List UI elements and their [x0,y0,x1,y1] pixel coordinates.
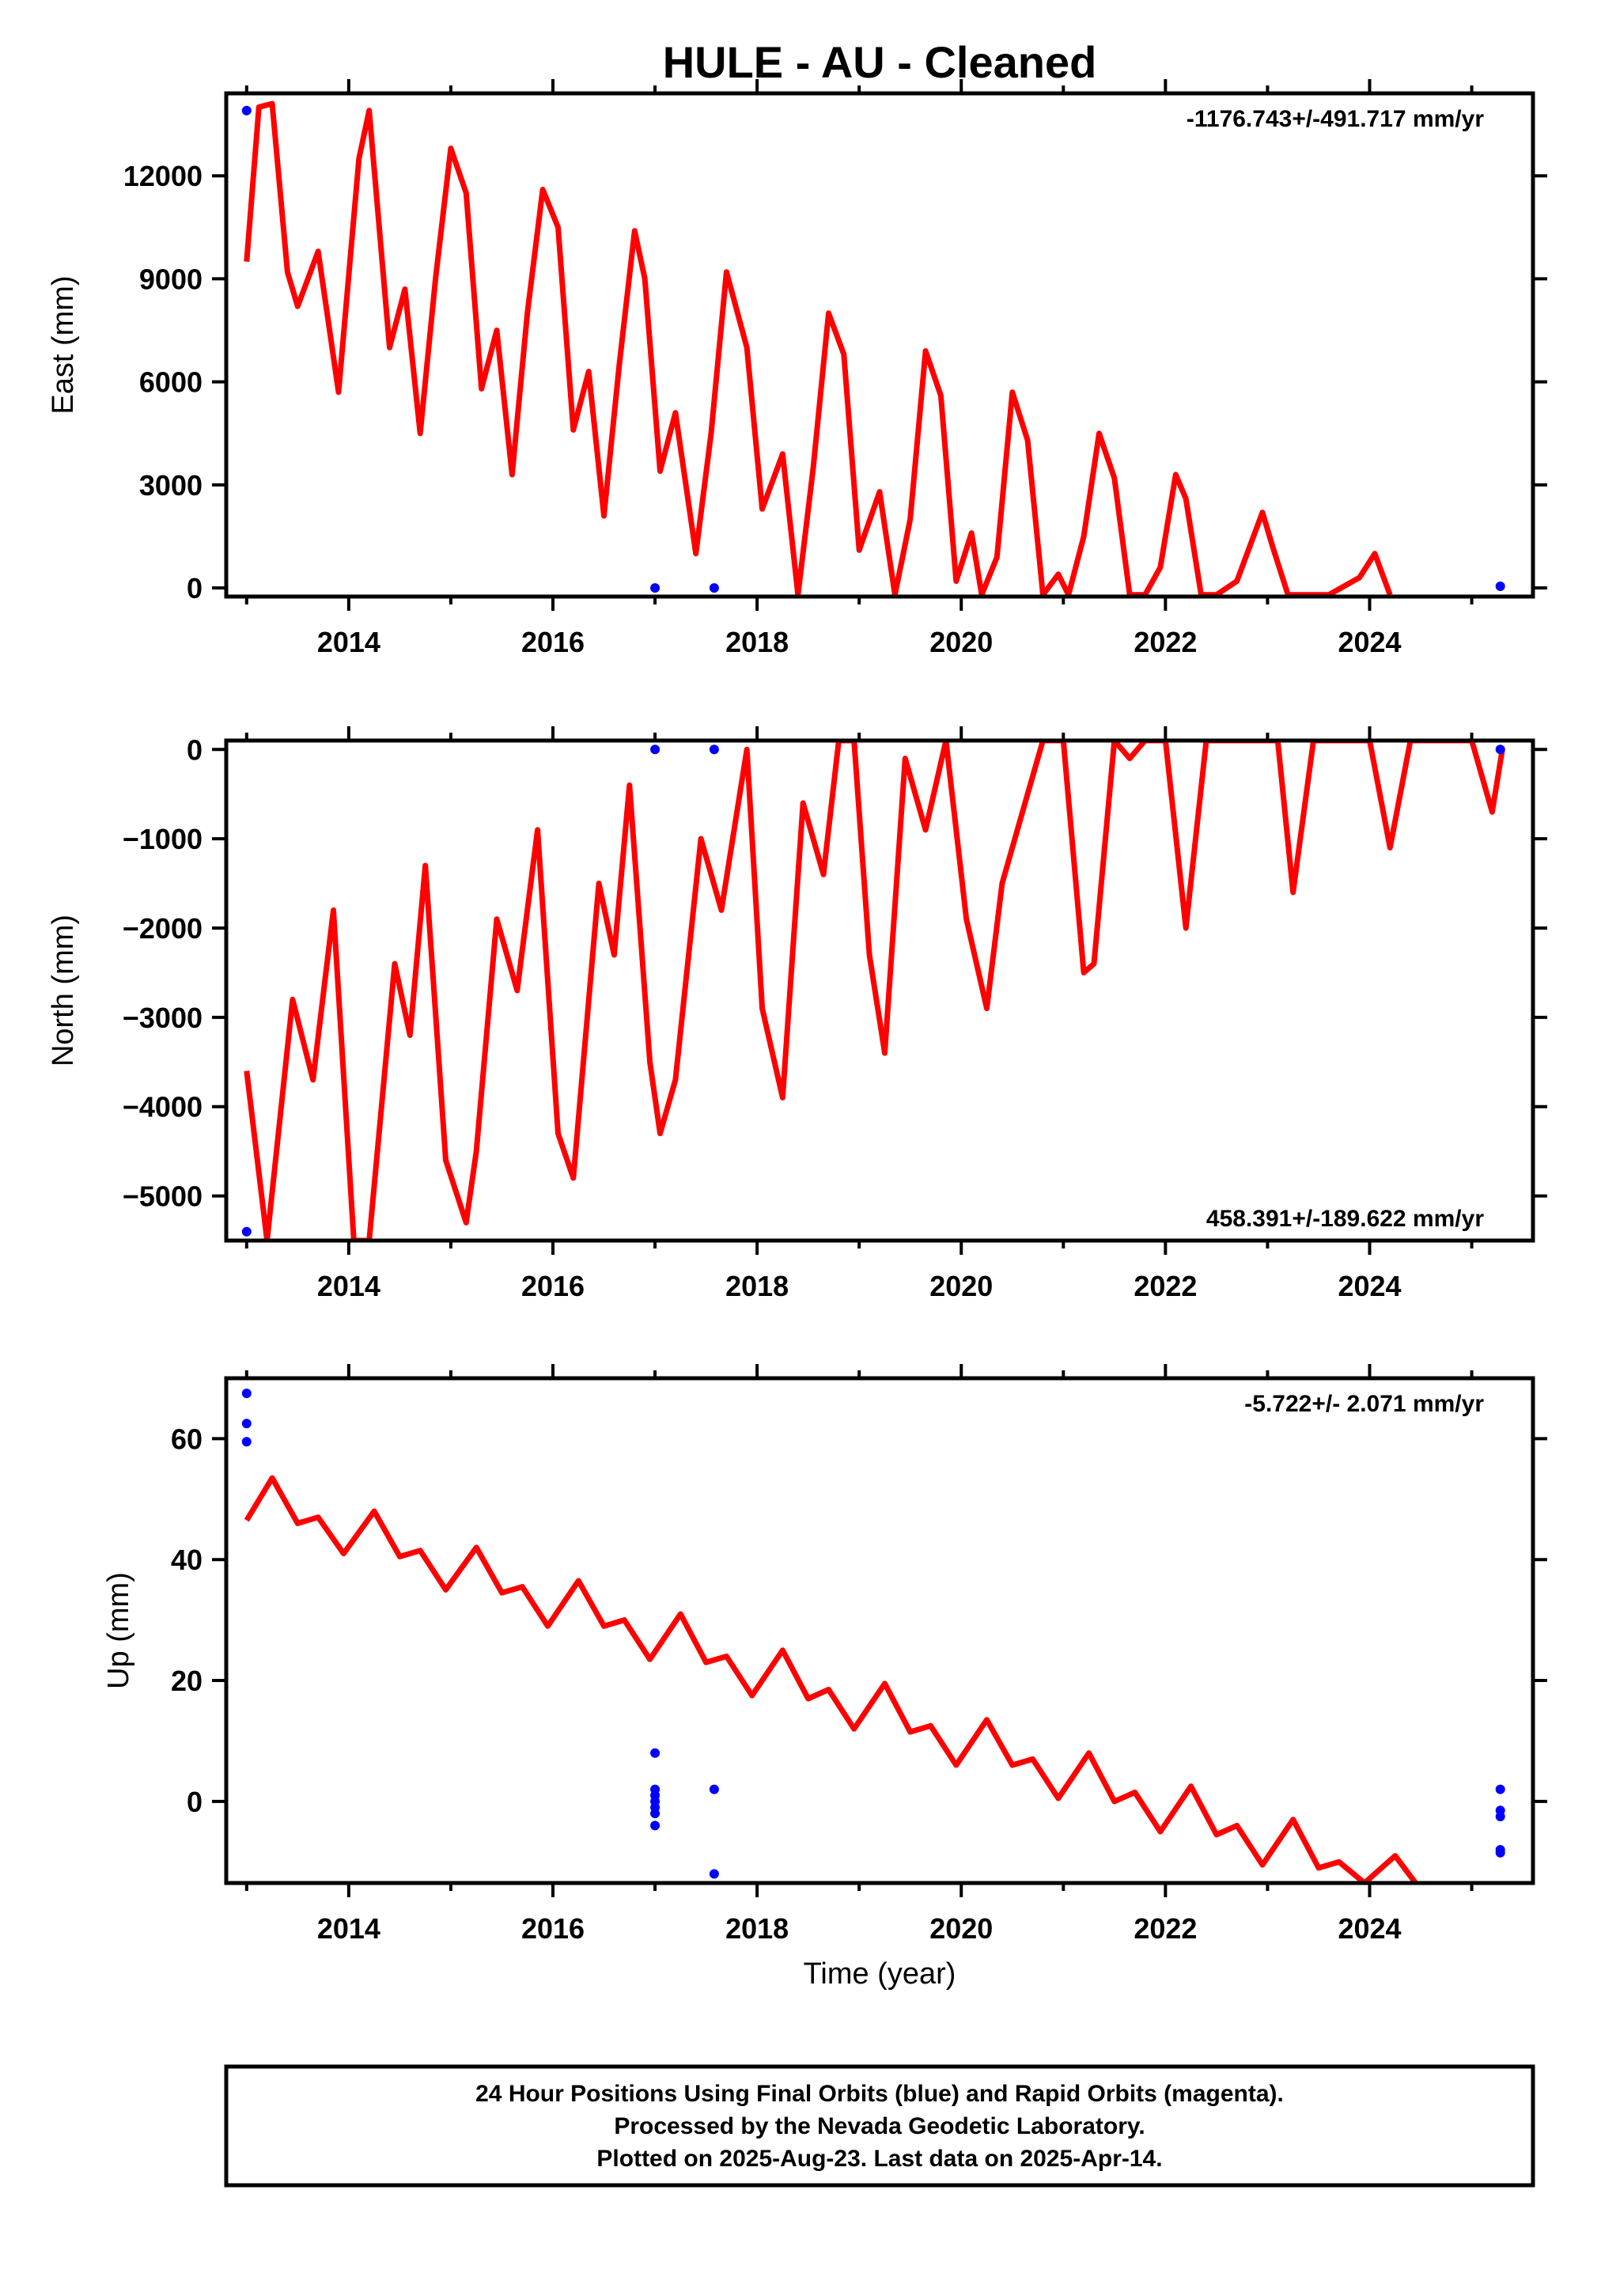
north-x-tick-label: 2022 [1134,1270,1197,1302]
east-plot-frame [224,91,1535,599]
east-y-tick-label: 12000 [123,160,202,192]
north-y-tick-label: −1000 [123,823,202,855]
north-data-point [241,1226,252,1237]
north-y-tick-label: 0 [187,733,202,766]
footer-line-3: Plotted on 2025-Aug-23. Last data on 202… [596,2146,1162,2172]
east-x-tick-label: 2020 [929,626,993,658]
east-x-tick-label: 2018 [725,626,789,658]
east-x-tick-label: 2016 [521,626,585,658]
north-data-point [1495,744,1505,755]
up-data-point [650,1809,660,1819]
east-x-tick-label: 2022 [1134,626,1197,658]
up-data-point [650,1821,660,1831]
east-x-tick-label: 2024 [1338,626,1401,658]
up-y-tick-label: 0 [187,1786,202,1818]
east-y-axis-label: East (mm) [47,275,80,414]
north-x-tick-label: 2024 [1338,1270,1401,1302]
east-y-tick-label: 3000 [139,469,202,502]
up-x-tick-label: 2020 [929,1912,993,1945]
east-data-point [241,105,252,116]
north-rate-annotation: 458.391+/-189.622 mm/yr [1206,1206,1484,1232]
north-y-tick-label: −2000 [123,912,202,945]
up-data-point [1495,1784,1505,1794]
east-panel: 2014 2016 2018 2020 2022 2024 0 3000 6000 9000 120… [47,79,1547,658]
north-x-tick-label: 2016 [521,1270,585,1302]
up-x-tick-label: 2016 [521,1912,585,1945]
up-data-point [1495,1812,1505,1821]
east-y-tick-label: 0 [187,572,202,604]
north-y-tick-label: −5000 [123,1180,202,1213]
up-data-point [709,1869,719,1879]
up-data-point [241,1437,252,1447]
up-data-point [650,1748,660,1758]
north-data-point [709,744,719,755]
up-model-line [244,1475,1418,1883]
up-y-tick-label: 60 [171,1423,202,1455]
east-data-point [1495,582,1505,591]
north-y-tick-label: −3000 [123,1002,202,1034]
up-data-point [1495,1847,1505,1858]
north-x-tick-label: 2014 [317,1270,380,1302]
north-plot-frame [224,738,1535,1243]
up-y-tick-label: 20 [171,1665,202,1697]
footer-line-1: 24 Hour Positions Using Final Orbits (bl… [475,2081,1284,2107]
up-data-point [709,1784,719,1794]
up-x-tick-label: 2024 [1338,1912,1401,1945]
footer-box [224,2064,1535,2188]
north-x-tick-label: 2020 [929,1270,993,1302]
up-x-tick-label: 2018 [725,1912,789,1945]
east-data-point [650,583,660,593]
east-rate-annotation: -1176.743+/-491.717 mm/yr [1187,106,1484,132]
x-axis-label: Time (year) [804,1957,956,1991]
north-y-tick-label: −4000 [123,1091,202,1123]
north-x-tick-label: 2018 [725,1270,789,1302]
up-y-axis-label: Up (mm) [102,1572,135,1689]
east-y-tick-label: 6000 [139,366,202,399]
figure-title: HULE - AU - Cleaned [663,37,1097,87]
up-panel: 2014 2016 2018 2020 2022 2024 0 20 40 60 Up (mm) -5… [102,1364,1547,1945]
east-y-tick-label: 9000 [139,263,202,295]
footer-line-2: Processed by the Nevada Geodetic Laborat… [614,2113,1145,2139]
up-data-point [241,1389,252,1399]
north-y-axis-label: North (mm) [47,915,80,1067]
up-data-point [241,1419,252,1429]
up-y-tick-label: 40 [171,1544,202,1576]
north-panel: 2014 2016 2018 2020 2022 2024 0 −1000 −2000 −3000… [47,726,1547,1302]
up-plot-frame [224,1376,1535,1885]
up-x-tick-label: 2022 [1134,1912,1197,1945]
north-data-point [650,744,660,755]
east-model-line [244,100,1393,597]
east-data-point [709,583,719,593]
east-x-tick-label: 2014 [317,626,380,658]
up-x-tick-label: 2014 [317,1912,380,1945]
north-model-line [244,741,1505,1241]
up-rate-annotation: -5.722+/- 2.071 mm/yr [1244,1391,1484,1417]
